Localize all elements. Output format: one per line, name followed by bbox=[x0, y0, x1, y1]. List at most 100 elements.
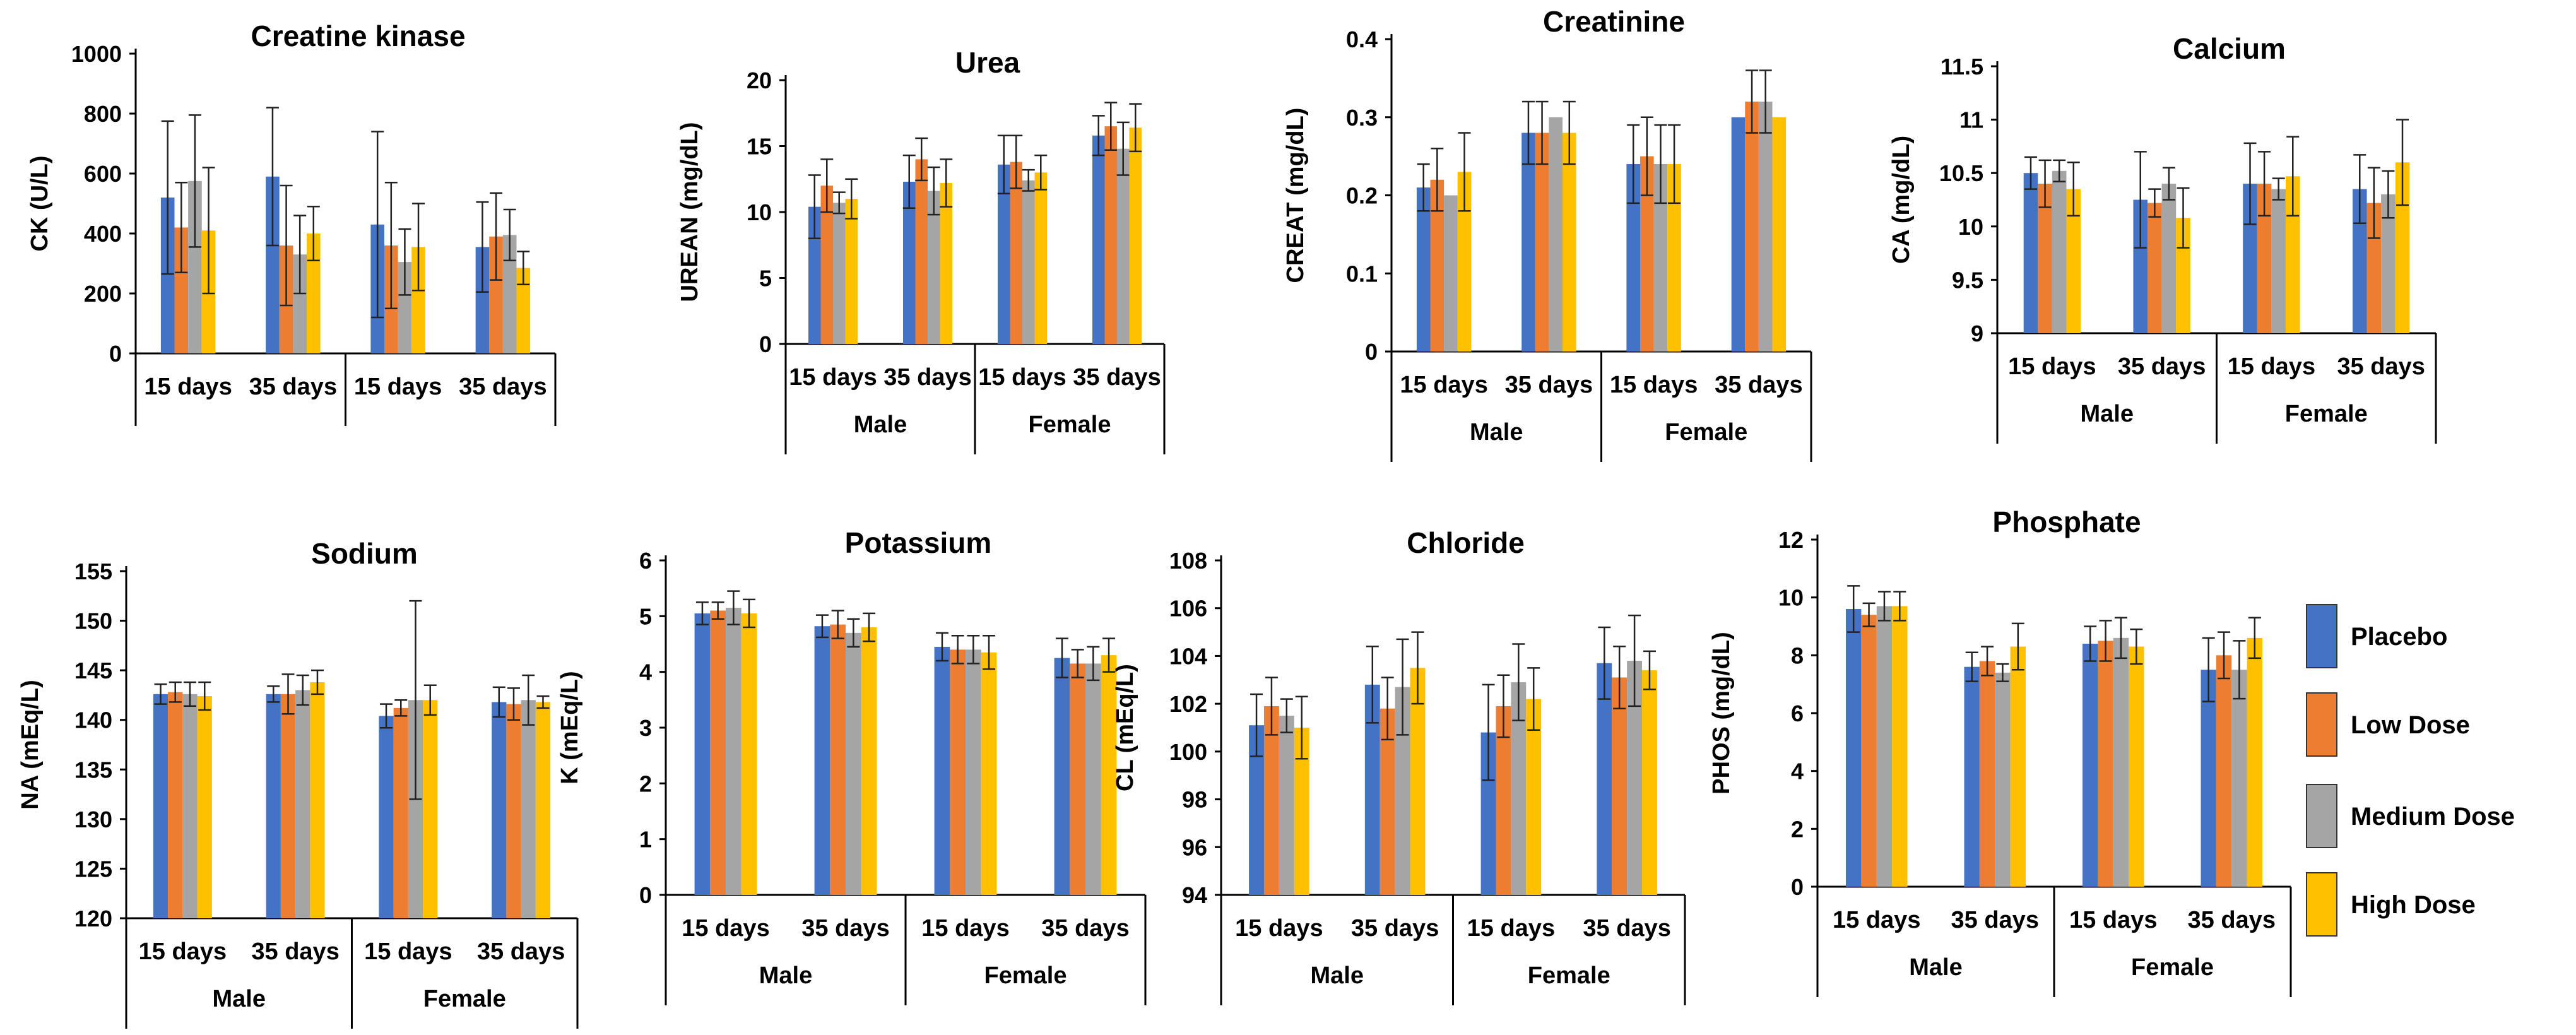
y-tick-label: 2 bbox=[639, 771, 652, 796]
x-category-label: 15 days bbox=[1400, 372, 1487, 398]
bar-low-dose bbox=[1745, 102, 1759, 352]
bar-medium-dose bbox=[1995, 672, 2011, 887]
bar-placebo bbox=[1054, 658, 1070, 895]
bar-low-dose bbox=[1612, 677, 1628, 895]
y-tick-label: 15 bbox=[747, 134, 772, 160]
y-tick-label: 1000 bbox=[71, 41, 122, 67]
x-category-label: 15 days bbox=[2069, 907, 2157, 933]
x-category-label: 35 days bbox=[249, 374, 337, 400]
bar-high-dose bbox=[2176, 218, 2190, 333]
chart-title: Urea bbox=[955, 46, 1020, 79]
legend-swatch bbox=[2306, 604, 2337, 668]
bar-low-dose bbox=[830, 624, 846, 895]
y-tick-label: 0 bbox=[1791, 874, 1804, 900]
x-category-label: 15 days bbox=[354, 374, 442, 400]
bar-low-dose bbox=[1010, 162, 1022, 344]
bar-high-dose bbox=[1034, 172, 1047, 344]
bar-placebo bbox=[1416, 187, 1431, 352]
chart-7: Phosphate 0 2 4 6 8 10 12 PHOS (mg/dL) 15 days 35 … bbox=[1708, 506, 2292, 997]
bar-placebo bbox=[1092, 135, 1105, 344]
bar-medium-dose bbox=[1022, 180, 1035, 344]
y-axis-label: CK (U/L) bbox=[27, 156, 53, 252]
chart-title: Potassium bbox=[845, 526, 992, 559]
x-group-label: Male bbox=[759, 962, 812, 989]
y-tick-label: 8 bbox=[1791, 642, 1804, 668]
y-tick-label: 11 bbox=[1959, 107, 1983, 133]
chart-title: Creatinine bbox=[1543, 5, 1685, 38]
y-axis-label: CA (mg/dL) bbox=[1888, 136, 1915, 264]
x-group-label: Male bbox=[1470, 419, 1523, 446]
y-tick-label: 0 bbox=[1365, 339, 1378, 365]
x-category-label: 35 days bbox=[2118, 353, 2206, 380]
x-category-label: 35 days bbox=[477, 938, 565, 965]
bar-high-dose bbox=[940, 183, 952, 344]
bar-medium-dose bbox=[928, 191, 940, 344]
bar-medium-dose bbox=[833, 203, 846, 344]
x-category-label: 35 days bbox=[251, 938, 339, 965]
x-group-label: Male bbox=[1311, 962, 1364, 989]
bar-medium-dose bbox=[1758, 102, 1773, 352]
y-tick-label: 6 bbox=[639, 548, 652, 574]
x-category-label: 15 days bbox=[921, 915, 1009, 942]
bar-medium-dose bbox=[2271, 189, 2286, 333]
bar-placebo bbox=[266, 176, 280, 353]
bar-medium-dose bbox=[1876, 606, 1893, 887]
bar-medium-dose bbox=[2052, 170, 2067, 333]
bar-placebo bbox=[1521, 133, 1535, 352]
x-category-label: 15 days bbox=[364, 938, 452, 965]
bar-placebo bbox=[808, 206, 821, 344]
x-category-label: 15 days bbox=[139, 938, 227, 965]
bar-high-dose bbox=[1667, 164, 1681, 352]
legend-swatch bbox=[2306, 872, 2337, 937]
chart-0: Creatine kinase 0 200 400 600 800 1000 CK (U/L)… bbox=[27, 20, 557, 426]
bar-medium-dose bbox=[2161, 184, 2177, 333]
y-axis-label: CREAT (mg/dL) bbox=[1282, 108, 1309, 283]
legend-swatch bbox=[2306, 784, 2337, 848]
bar-medium-dose bbox=[1117, 148, 1130, 344]
bar-placebo bbox=[160, 198, 175, 353]
y-axis-label: NA (mEq/L) bbox=[17, 680, 44, 809]
bar-low-dose bbox=[2148, 203, 2162, 333]
x-category-label: 15 days bbox=[2008, 353, 2096, 380]
bar-low-dose bbox=[393, 707, 408, 918]
x-group-label: Female bbox=[2131, 954, 2214, 981]
bar-medium-dose bbox=[1627, 661, 1643, 895]
y-tick-label: 9 bbox=[1971, 321, 1983, 346]
bar-placebo bbox=[1731, 117, 1746, 352]
y-tick-label: 120 bbox=[74, 906, 112, 932]
bar-placebo bbox=[1364, 684, 1380, 895]
bar-placebo bbox=[1480, 732, 1496, 895]
y-tick-label: 10 bbox=[1958, 214, 1983, 240]
bar-low-dose bbox=[1640, 156, 1654, 352]
bar-low-dose bbox=[2216, 655, 2232, 887]
bar-medium-dose bbox=[726, 608, 741, 895]
x-category-label: 35 days bbox=[801, 915, 889, 942]
bar-low-dose bbox=[1430, 179, 1445, 352]
bar-medium-dose bbox=[293, 254, 307, 353]
bar-medium-dose bbox=[846, 632, 861, 895]
bar-medium-dose bbox=[1279, 716, 1294, 895]
bar-high-dose bbox=[197, 696, 212, 918]
bar-high-dose bbox=[2066, 189, 2081, 333]
bar-low-dose bbox=[2257, 184, 2272, 333]
bar-low-dose bbox=[1861, 615, 1877, 887]
x-category-label: 35 days bbox=[883, 364, 971, 391]
y-tick-label: 130 bbox=[74, 807, 112, 832]
bar-placebo bbox=[1249, 725, 1264, 895]
bar-low-dose bbox=[2366, 203, 2382, 333]
y-tick-label: 2 bbox=[1791, 816, 1804, 842]
legend-swatch bbox=[2306, 692, 2337, 757]
bar-medium-dose bbox=[1549, 117, 1563, 352]
y-axis-label: CL (mEq/L) bbox=[1112, 664, 1138, 791]
y-tick-label: 100 bbox=[1169, 739, 1207, 765]
bar-low-dose bbox=[174, 227, 189, 353]
y-tick-label: 5 bbox=[639, 603, 652, 629]
x-group-label: Female bbox=[1528, 962, 1610, 989]
y-tick-label: 0 bbox=[759, 331, 772, 357]
y-axis-label: UREAN (mg/dL) bbox=[676, 122, 703, 302]
y-tick-label: 140 bbox=[74, 707, 112, 733]
y-tick-label: 0.4 bbox=[1346, 27, 1378, 52]
bar-placebo bbox=[2133, 199, 2148, 333]
y-tick-label: 0.2 bbox=[1346, 183, 1378, 209]
bar-low-dose bbox=[489, 236, 503, 353]
